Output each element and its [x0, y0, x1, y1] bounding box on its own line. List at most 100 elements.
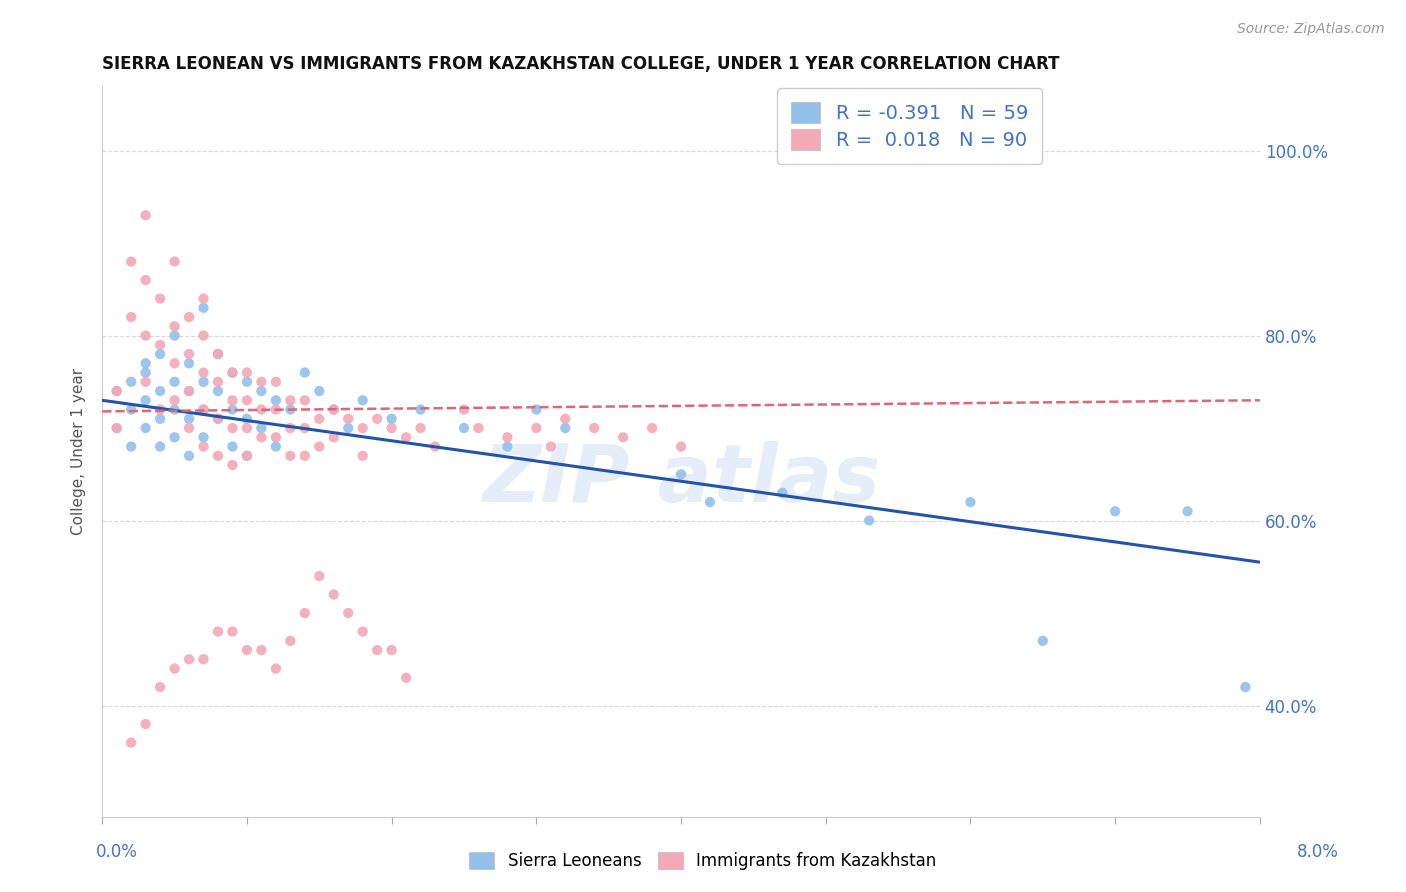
Point — [135, 421, 157, 435]
Point — [278, 449, 301, 463]
Text: 0.0%: 0.0% — [96, 843, 138, 861]
Point — [294, 606, 316, 620]
Point — [163, 254, 186, 268]
Point — [177, 384, 200, 398]
Point — [163, 661, 186, 675]
Point — [236, 366, 259, 380]
Y-axis label: College, Under 1 year: College, Under 1 year — [72, 368, 86, 534]
Point — [264, 430, 287, 444]
Point — [236, 449, 259, 463]
Point — [163, 393, 186, 408]
Point — [149, 384, 172, 398]
Point — [337, 412, 360, 426]
Point — [177, 347, 200, 361]
Text: 8.0%: 8.0% — [1296, 843, 1339, 861]
Point — [366, 412, 388, 426]
Point — [308, 440, 330, 454]
Point — [177, 310, 200, 324]
Point — [294, 421, 316, 435]
Point — [236, 412, 259, 426]
Point — [193, 301, 215, 315]
Point — [322, 430, 344, 444]
Point — [120, 735, 142, 749]
Point — [669, 467, 692, 482]
Point — [250, 402, 273, 417]
Point — [105, 421, 128, 435]
Point — [308, 569, 330, 583]
Point — [163, 430, 186, 444]
Point — [395, 671, 418, 685]
Point — [264, 661, 287, 675]
Point — [381, 421, 404, 435]
Point — [135, 208, 157, 222]
Point — [322, 588, 344, 602]
Point — [207, 449, 229, 463]
Point — [207, 375, 229, 389]
Point — [120, 375, 142, 389]
Point — [278, 421, 301, 435]
Point — [308, 412, 330, 426]
Point — [163, 402, 186, 417]
Point — [381, 643, 404, 657]
Point — [1104, 504, 1126, 518]
Point — [236, 393, 259, 408]
Point — [322, 402, 344, 417]
Point — [163, 375, 186, 389]
Point — [322, 402, 344, 417]
Point — [135, 375, 157, 389]
Point — [236, 449, 259, 463]
Text: SIERRA LEONEAN VS IMMIGRANTS FROM KAZAKHSTAN COLLEGE, UNDER 1 YEAR CORRELATION C: SIERRA LEONEAN VS IMMIGRANTS FROM KAZAKH… — [103, 55, 1060, 73]
Point — [337, 421, 360, 435]
Point — [221, 366, 243, 380]
Text: Source: ZipAtlas.com: Source: ZipAtlas.com — [1237, 22, 1385, 37]
Point — [105, 421, 128, 435]
Point — [1177, 504, 1199, 518]
Point — [278, 393, 301, 408]
Point — [120, 402, 142, 417]
Point — [221, 624, 243, 639]
Point — [221, 366, 243, 380]
Point — [149, 412, 172, 426]
Point — [264, 440, 287, 454]
Point — [177, 421, 200, 435]
Point — [193, 402, 215, 417]
Point — [554, 421, 576, 435]
Point — [207, 347, 229, 361]
Point — [250, 421, 273, 435]
Point — [207, 412, 229, 426]
Point — [135, 393, 157, 408]
Point — [177, 384, 200, 398]
Point — [669, 440, 692, 454]
Point — [453, 402, 475, 417]
Point — [264, 393, 287, 408]
Point — [105, 384, 128, 398]
Point — [135, 366, 157, 380]
Point — [250, 384, 273, 398]
Point — [250, 375, 273, 389]
Point — [207, 624, 229, 639]
Point — [193, 328, 215, 343]
Point — [120, 310, 142, 324]
Point — [177, 412, 200, 426]
Point — [135, 356, 157, 370]
Point — [352, 449, 374, 463]
Point — [554, 412, 576, 426]
Point — [467, 421, 489, 435]
Point — [120, 440, 142, 454]
Point — [453, 421, 475, 435]
Point — [612, 430, 634, 444]
Point — [177, 356, 200, 370]
Point — [1032, 633, 1054, 648]
Point — [149, 680, 172, 694]
Point — [193, 440, 215, 454]
Point — [135, 273, 157, 287]
Point — [699, 495, 721, 509]
Point — [221, 440, 243, 454]
Point — [352, 421, 374, 435]
Point — [294, 449, 316, 463]
Legend: R = -0.391   N = 59, R =  0.018   N = 90: R = -0.391 N = 59, R = 0.018 N = 90 — [778, 88, 1042, 163]
Point — [496, 430, 519, 444]
Point — [770, 485, 793, 500]
Point — [177, 652, 200, 666]
Point — [250, 430, 273, 444]
